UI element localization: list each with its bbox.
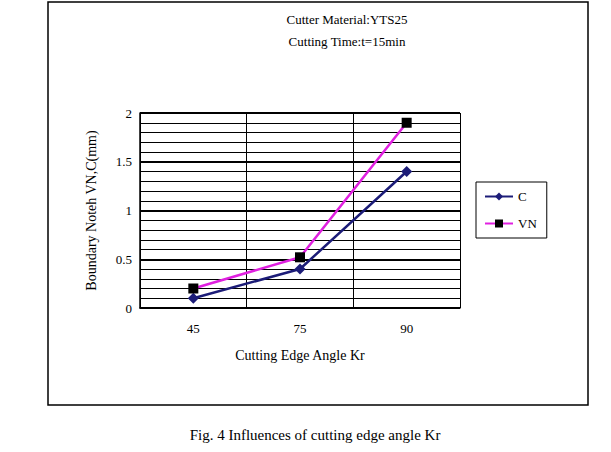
svg-text:2: 2 [126, 106, 133, 121]
svg-text:Cutter Material:YTS25: Cutter Material:YTS25 [287, 12, 408, 27]
svg-text:90: 90 [400, 321, 413, 336]
svg-text:Fig. 4 Influences of cutting e: Fig. 4 Influences of cutting edge angle … [190, 427, 441, 443]
svg-text:1: 1 [126, 203, 133, 218]
svg-text:Cutting Time:t=15min: Cutting Time:t=15min [289, 34, 406, 49]
svg-text:Boundary Noteh VN,C(mm): Boundary Noteh VN,C(mm) [84, 130, 100, 291]
svg-text:C: C [518, 189, 527, 204]
svg-text:45: 45 [187, 321, 200, 336]
svg-text:0: 0 [126, 301, 133, 316]
svg-text:0.5: 0.5 [116, 252, 132, 267]
svg-text:Cutting Edge Angle Kr: Cutting Edge Angle Kr [235, 348, 365, 363]
svg-text:75: 75 [294, 321, 307, 336]
svg-text:VN: VN [518, 216, 537, 231]
svg-text:1.5: 1.5 [116, 154, 132, 169]
